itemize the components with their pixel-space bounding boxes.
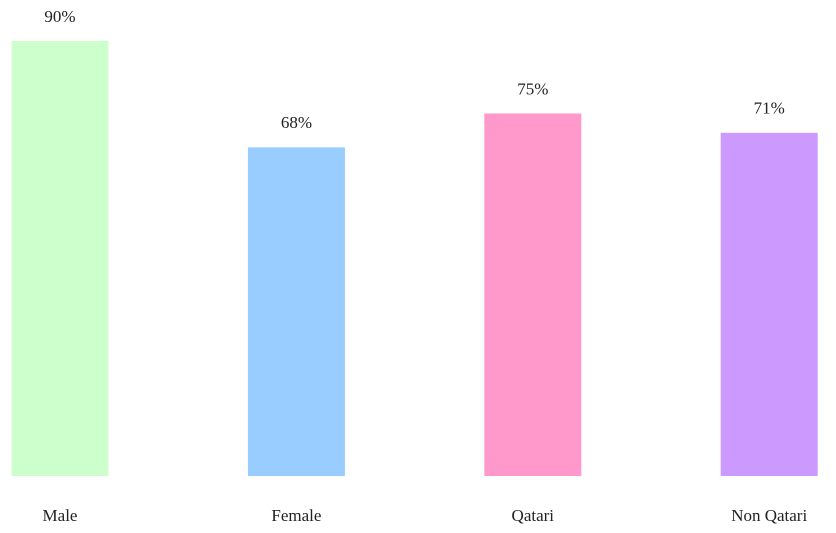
bar [11,41,109,476]
bar [720,132,818,477]
bar [247,147,345,477]
value-label: 90% [44,7,75,26]
x-tick-label: Qatari [512,506,555,525]
x-tick-label: Male [43,506,78,525]
value-label: 75% [517,79,548,98]
value-label: 68% [281,113,312,132]
value-label: 71% [754,99,785,118]
bar [484,113,582,476]
x-tick-label: Female [271,506,321,525]
x-tick-label: Non Qatari [731,506,807,525]
